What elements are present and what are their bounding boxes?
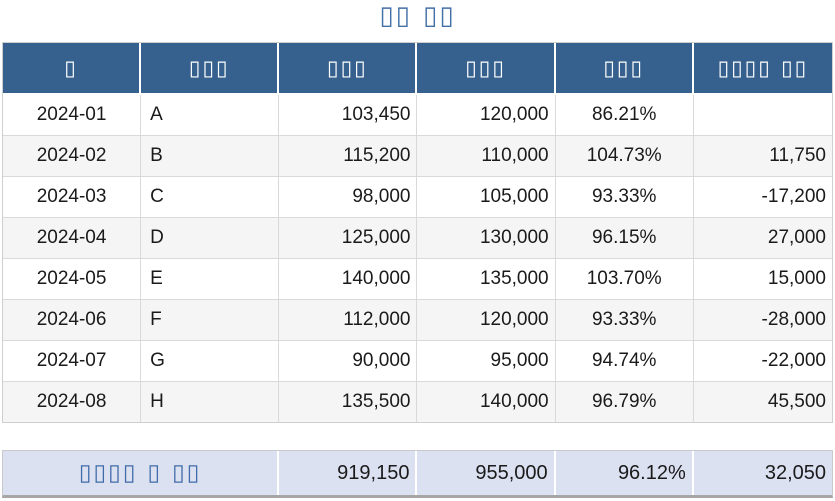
- header-row: ▯ ▯▯▯ ▯▯▯ ▯▯▯ ▯▯▯ ▯▯▯▯ ▯▯: [3, 43, 832, 95]
- table-cell: 96.15%: [555, 218, 694, 259]
- table-cell: B: [141, 136, 280, 177]
- table-cell: H: [141, 382, 280, 422]
- table-cell: 2024-06: [3, 300, 142, 341]
- table-row: 2024-06 F 112,000 120,000 93.33% -28,000: [3, 300, 832, 341]
- table-cell: 135,000: [417, 259, 556, 300]
- table-cell: 27,000: [693, 218, 832, 259]
- table-cell: 135,500: [279, 382, 418, 422]
- table-cell: 115,200: [279, 136, 418, 177]
- table-row: 2024-05 E 140,000 135,000 103.70% 15,000: [3, 259, 832, 300]
- table-cell: 93.33%: [555, 177, 694, 218]
- monthly-data-table: ▯ ▯▯▯ ▯▯▯ ▯▯▯ ▯▯▯ ▯▯▯▯ ▯▯ 2024-01 A 103,45…: [2, 42, 833, 423]
- column-header-target: ▯▯▯: [417, 43, 556, 95]
- column-header-sales: ▯▯▯: [279, 43, 418, 95]
- page-title: ▯▯ ▯▯: [379, 1, 456, 31]
- table-cell: 104.73%: [555, 136, 694, 177]
- table-row: 2024-01 A 103,450 120,000 86.21%: [3, 95, 832, 136]
- table-cell: 2024-01: [3, 95, 142, 136]
- table-cell: 95,000: [417, 341, 556, 382]
- summary-row: ▯▯▯▯ ▯ ▯▯ 919,150 955,000 96.12% 32,050: [3, 451, 832, 495]
- table-cell: 86.21%: [555, 95, 694, 136]
- table-cell: F: [141, 300, 280, 341]
- table-cell: 90,000: [279, 341, 418, 382]
- table-row: 2024-02 B 115,200 110,000 104.73% 11,750: [3, 136, 832, 177]
- table-cell: E: [141, 259, 280, 300]
- table-cell: 15,000: [693, 259, 832, 300]
- table-cell: 93.33%: [555, 300, 694, 341]
- table-cell: 120,000: [417, 95, 556, 136]
- table-row: 2024-08 H 135,500 140,000 96.79% 45,500: [3, 382, 832, 422]
- table-cell: 105,000: [417, 177, 556, 218]
- table-row: 2024-04 D 125,000 130,000 96.15% 27,000: [3, 218, 832, 259]
- table-cell: 110,000: [417, 136, 556, 177]
- summary-total-rate: 96.12%: [555, 451, 694, 495]
- table-cell: 103,450: [279, 95, 418, 136]
- table-cell: -28,000: [693, 300, 832, 341]
- table-cell: [693, 95, 832, 136]
- table-cell: 45,500: [693, 382, 832, 422]
- table-cell: 140,000: [279, 259, 418, 300]
- table-cell: 2024-02: [3, 136, 142, 177]
- table-cell: G: [141, 341, 280, 382]
- table-cell: 112,000: [279, 300, 418, 341]
- table-row: 2024-03 C 98,000 105,000 93.33% -17,200: [3, 177, 832, 218]
- column-header-month: ▯: [3, 43, 142, 95]
- table-cell: 98,000: [279, 177, 418, 218]
- table-row: 2024-07 G 90,000 95,000 94.74% -22,000: [3, 341, 832, 382]
- table-cell: 2024-03: [3, 177, 142, 218]
- column-header-person: ▯▯▯: [141, 43, 280, 95]
- table-cell: D: [141, 218, 280, 259]
- table-cell: 120,000: [417, 300, 556, 341]
- table-cell: 2024-07: [3, 341, 142, 382]
- table-cell: 94.74%: [555, 341, 694, 382]
- table-cell: 96.79%: [555, 382, 694, 422]
- table-cell: C: [141, 177, 280, 218]
- table-cell: -22,000: [693, 341, 832, 382]
- summary-label: ▯▯▯▯ ▯ ▯▯: [3, 451, 280, 495]
- table-cell: 130,000: [417, 218, 556, 259]
- summary-total-change: 32,050: [693, 451, 832, 495]
- table-cell: 2024-05: [3, 259, 142, 300]
- column-header-change: ▯▯▯▯ ▯▯: [693, 43, 832, 95]
- column-header-rate: ▯▯▯: [555, 43, 694, 95]
- table-cell: 103.70%: [555, 259, 694, 300]
- summary-total-target: 955,000: [417, 451, 556, 495]
- table-cell: -17,200: [693, 177, 832, 218]
- summary-total-sales: 919,150: [279, 451, 418, 495]
- summary-table: ▯▯▯▯ ▯ ▯▯ 919,150 955,000 96.12% 32,050: [2, 450, 833, 498]
- table-cell: 125,000: [279, 218, 418, 259]
- table-cell: 140,000: [417, 382, 556, 422]
- table-cell: 2024-04: [3, 218, 142, 259]
- table-cell: A: [141, 95, 280, 136]
- table-cell: 2024-08: [3, 382, 142, 422]
- table-cell: 11,750: [693, 136, 832, 177]
